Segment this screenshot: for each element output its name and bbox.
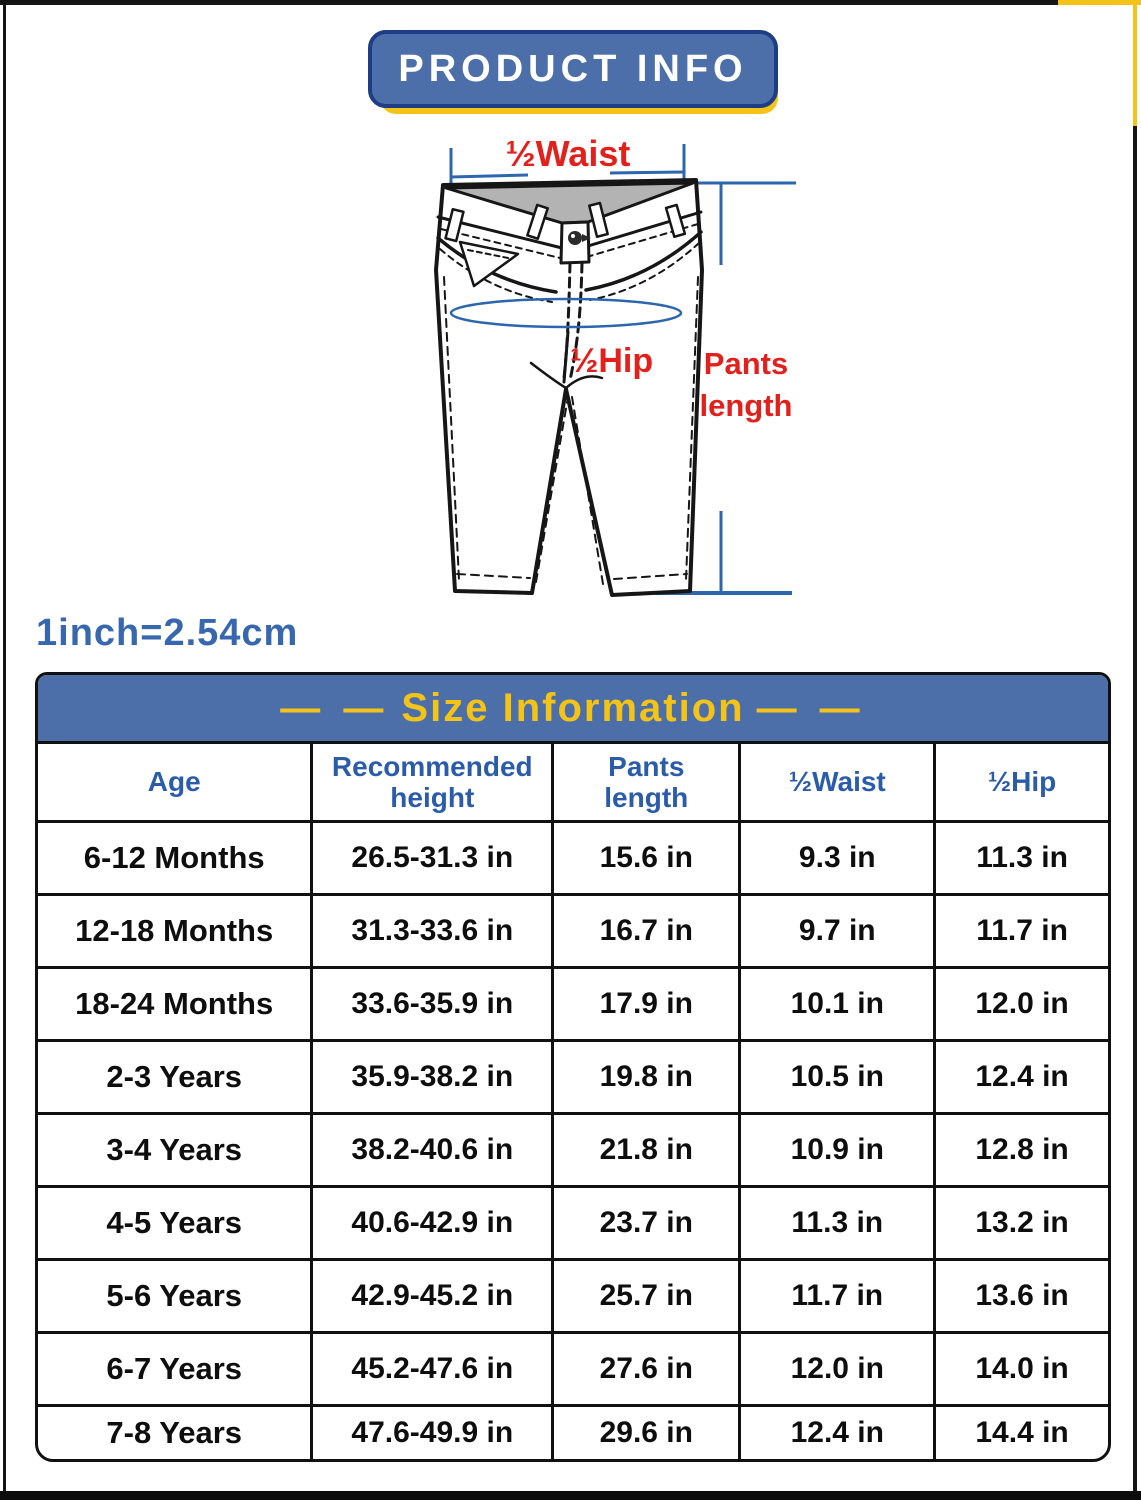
table-cell: 12.8 in bbox=[933, 1112, 1108, 1188]
size-table-title-bar: — — Size Information — — bbox=[38, 675, 1108, 744]
table-cell: 6-12 Months bbox=[38, 820, 314, 896]
table-cell: 11.7 in bbox=[738, 1258, 937, 1334]
table-row: 12-18 Months 31.3-33.6 in 16.7 in 9.7 in 11.… bbox=[38, 893, 1108, 969]
table-cell: 5-6 Years bbox=[38, 1258, 314, 1334]
table-cell: 4-5 Years bbox=[38, 1185, 314, 1261]
frame-left-border bbox=[3, 0, 6, 1493]
table-cell: 12.4 in bbox=[738, 1404, 937, 1459]
table-cell: 6-7 Years bbox=[38, 1331, 314, 1407]
title-dash-left: — — bbox=[280, 685, 390, 730]
table-cell: 26.5-31.3 in bbox=[310, 820, 555, 896]
table-cell: 29.6 in bbox=[551, 1404, 742, 1459]
table-cell: 2-3 Years bbox=[38, 1039, 314, 1115]
frame-top-border-yellow bbox=[1058, 0, 1141, 5]
table-cell: 16.7 in bbox=[551, 893, 742, 969]
table-cell: 31.3-33.6 in bbox=[310, 893, 555, 969]
hip-label: ½Hip bbox=[570, 342, 653, 380]
table-cell: 33.6-35.9 in bbox=[310, 966, 555, 1042]
size-table: — — Size Information — — Age Recommended… bbox=[35, 672, 1111, 1462]
table-cell: 11.3 in bbox=[738, 1185, 937, 1261]
table-cell: 19.8 in bbox=[551, 1039, 742, 1115]
table-cell: 42.9-45.2 in bbox=[310, 1258, 555, 1334]
table-row: 2-3 Years 35.9-38.2 in 19.8 in 10.5 in 12.4 … bbox=[38, 1039, 1108, 1115]
page-title: PRODUCT INFO bbox=[398, 47, 748, 90]
table-cell: 13.6 in bbox=[933, 1258, 1108, 1334]
table-cell: 10.9 in bbox=[738, 1112, 937, 1188]
table-cell: 12.4 in bbox=[933, 1039, 1108, 1115]
waist-label: ½Waist bbox=[506, 133, 631, 174]
frame-top-border bbox=[0, 0, 1058, 5]
table-row: 4-5 Years 40.6-42.9 in 23.7 in 11.3 in 13.2 … bbox=[38, 1185, 1108, 1261]
table-cell: 10.1 in bbox=[738, 966, 937, 1042]
bottom-divider-bar bbox=[0, 1491, 1141, 1500]
table-row: 7-8 Years 47.6-49.9 in 29.6 in 12.4 in 14.4 … bbox=[38, 1404, 1108, 1459]
header-row: Age Recommended height Pants length ½Waist… bbox=[38, 744, 1108, 823]
length-label-line1: Pants bbox=[704, 346, 788, 381]
table-cell: 12.0 in bbox=[933, 966, 1108, 1042]
table-row: 18-24 Months 33.6-35.9 in 17.9 in 10.1 in 12… bbox=[38, 966, 1108, 1042]
jeans-drawing bbox=[434, 178, 704, 597]
table-cell: 15.6 in bbox=[551, 820, 742, 896]
table-cell: 10.5 in bbox=[738, 1039, 937, 1115]
table-cell: 11.7 in bbox=[933, 893, 1108, 969]
table-row: 5-6 Years 42.9-45.2 in 25.7 in 11.7 in 13.6 … bbox=[38, 1258, 1108, 1334]
table-cell: 14.4 in bbox=[933, 1404, 1108, 1459]
table-cell: 47.6-49.9 in bbox=[310, 1404, 555, 1459]
column-header-age: Age bbox=[38, 744, 314, 823]
table-row: 3-4 Years 38.2-40.6 in 21.8 in 10.9 in 12.8 … bbox=[38, 1112, 1108, 1188]
table-cell: 35.9-38.2 in bbox=[310, 1039, 555, 1115]
table-cell: 12.0 in bbox=[738, 1331, 937, 1407]
length-label-line2: length bbox=[700, 388, 793, 423]
column-header-half-hip: ½Hip bbox=[933, 744, 1108, 823]
size-table-body: 6-12 Months 26.5-31.3 in 15.6 in 9.3 in 11.3… bbox=[38, 820, 1108, 1459]
table-cell: 12-18 Months bbox=[38, 893, 314, 969]
table-cell: 23.7 in bbox=[551, 1185, 742, 1261]
column-header-recommended-height: Recommended height bbox=[310, 744, 555, 823]
table-cell: 40.6-42.9 in bbox=[310, 1185, 555, 1261]
pants-diagram: ½Waist Pants length bbox=[434, 133, 796, 597]
table-cell: 25.7 in bbox=[551, 1258, 742, 1334]
table-cell: 27.6 in bbox=[551, 1331, 742, 1407]
table-cell: 21.8 in bbox=[551, 1112, 742, 1188]
table-cell: 45.2-47.6 in bbox=[310, 1331, 555, 1407]
table-row: 6-7 Years 45.2-47.6 in 27.6 in 12.0 in 14.0 … bbox=[38, 1331, 1108, 1407]
table-row: 6-12 Months 26.5-31.3 in 15.6 in 9.3 in 11.3… bbox=[38, 820, 1108, 896]
frame-right-border-yellow bbox=[1133, 0, 1137, 126]
table-cell: 13.2 in bbox=[933, 1185, 1108, 1261]
size-chart: Age Recommended height Pants length ½Waist… bbox=[38, 744, 1108, 1459]
table-cell: 18-24 Months bbox=[38, 966, 314, 1042]
table-cell: 17.9 in bbox=[551, 966, 742, 1042]
size-table-title: Size Information bbox=[401, 685, 745, 730]
unit-note: 1inch=2.54cm bbox=[36, 612, 299, 654]
table-cell: 38.2-40.6 in bbox=[310, 1112, 555, 1188]
column-header-half-waist: ½Waist bbox=[738, 744, 937, 823]
table-cell: 3-4 Years bbox=[38, 1112, 314, 1188]
hip-ellipse bbox=[449, 297, 683, 329]
table-cell: 11.3 in bbox=[933, 820, 1108, 896]
frame-right-border bbox=[1133, 126, 1137, 1493]
table-cell: 9.3 in bbox=[738, 820, 937, 896]
column-header-pants-length: Pants length bbox=[551, 744, 742, 823]
table-cell: 14.0 in bbox=[933, 1331, 1108, 1407]
product-info-header: PRODUCT INFO bbox=[368, 30, 778, 108]
table-cell: 9.7 in bbox=[738, 893, 937, 969]
title-dash-right: — — bbox=[756, 685, 866, 730]
table-cell: 7-8 Years bbox=[38, 1404, 314, 1459]
